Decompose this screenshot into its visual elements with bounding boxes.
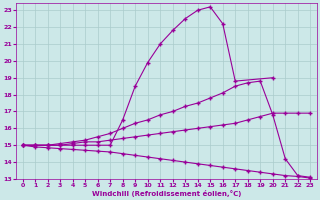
X-axis label: Windchill (Refroidissement éolien,°C): Windchill (Refroidissement éolien,°C) — [92, 190, 241, 197]
